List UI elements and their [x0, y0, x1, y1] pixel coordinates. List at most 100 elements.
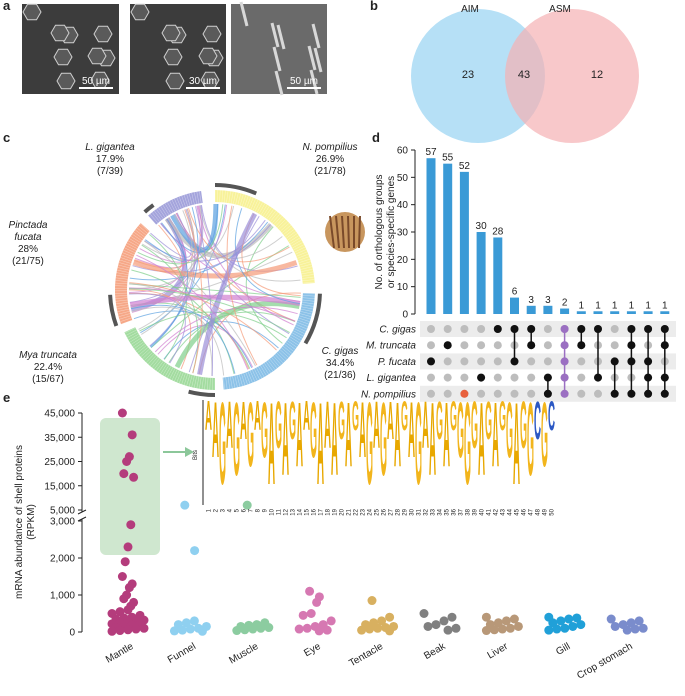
- segment-stripe: [300, 311, 313, 315]
- texture: [276, 24, 286, 50]
- point: [312, 597, 322, 607]
- segment-stripe: [262, 206, 270, 217]
- venn-set-label: AIM: [461, 4, 479, 15]
- logo-letter: G: [457, 385, 464, 474]
- point: [306, 609, 316, 618]
- matrix-dot: [477, 341, 486, 350]
- segment-stripe: [116, 272, 129, 275]
- y-axis-label: (RPKM): [26, 504, 37, 540]
- segment-stripe: [258, 203, 266, 214]
- chord: [195, 206, 214, 376]
- logo-letter: A: [478, 382, 485, 498]
- segment-stripe: [230, 376, 233, 389]
- segment-stripe: [248, 197, 254, 209]
- point: [385, 626, 395, 636]
- segment-stripe: [164, 203, 172, 214]
- segment-stripe: [230, 191, 234, 204]
- segment-stripe: [125, 245, 137, 251]
- logo-letter: G: [219, 378, 226, 509]
- bar-value-label: 1: [662, 300, 668, 311]
- fraction-label: (21/75): [12, 256, 44, 267]
- logo-y-label: Bits: [193, 450, 199, 460]
- segment-stripe: [244, 195, 249, 208]
- point: [123, 542, 133, 552]
- logo-position: 5: [235, 508, 241, 512]
- matrix-dot: [644, 357, 653, 366]
- segment-stripe: [301, 304, 314, 307]
- bar-value-label: 2: [562, 298, 568, 309]
- point: [367, 596, 377, 606]
- point: [451, 623, 461, 633]
- matrix-dot: [577, 389, 586, 398]
- point: [501, 616, 511, 626]
- segment-stripe: [142, 350, 152, 359]
- logo-letter: G: [450, 392, 457, 439]
- segment-stripe: [116, 304, 129, 307]
- segment-stripe: [239, 374, 243, 387]
- point: [117, 572, 127, 581]
- share-label: 34.4%: [326, 358, 354, 369]
- segment-stripe: [174, 198, 180, 210]
- segment-stripe: [271, 357, 280, 367]
- logo-letter: G: [415, 378, 422, 509]
- point: [322, 625, 332, 635]
- segment-stripe: [254, 200, 261, 212]
- segment-stripe: [283, 226, 293, 235]
- segment-stripe: [119, 259, 132, 264]
- segment-stripe: [249, 370, 256, 382]
- segment-stripe: [299, 313, 312, 317]
- segment-stripe: [235, 192, 239, 205]
- y-tick-label: 35,000: [44, 433, 75, 444]
- y-tick-label: 45,000: [44, 409, 75, 420]
- logo-letter: A: [205, 392, 212, 439]
- logo-letter: G: [499, 392, 506, 439]
- segment-stripe: [302, 297, 315, 299]
- segment-stripe: [286, 231, 297, 239]
- chord: [130, 304, 236, 374]
- segment-stripe: [127, 331, 138, 338]
- segment-stripe: [188, 193, 193, 206]
- segment-stripe: [296, 322, 309, 327]
- species-label: C. gigas: [322, 346, 359, 357]
- segment-stripe: [176, 197, 182, 209]
- logo-letter: A: [324, 389, 331, 463]
- crystal: [202, 25, 222, 43]
- point: [576, 620, 586, 630]
- segment-stripe: [194, 376, 197, 388]
- logo-position: 15: [305, 508, 311, 515]
- segment-stripe: [247, 371, 253, 383]
- segment-stripe: [199, 191, 202, 204]
- bar-value-label: 30: [476, 221, 488, 232]
- matrix-dot: [460, 373, 469, 382]
- logo-letter: A: [443, 384, 450, 486]
- point: [127, 430, 137, 440]
- logo-letter: G: [338, 391, 345, 451]
- logo-position: 14: [298, 508, 304, 515]
- x-tick-label: Tentacle: [347, 641, 385, 669]
- segment-stripe: [133, 341, 144, 349]
- species-label: fucata: [14, 232, 42, 243]
- matrix-dot: [543, 357, 552, 366]
- bar-value-label: 3: [545, 295, 551, 306]
- segment-stripe: [206, 377, 209, 390]
- texture: [309, 69, 319, 95]
- point: [302, 623, 312, 633]
- chord: [141, 208, 196, 335]
- segment-stripe: [278, 221, 288, 230]
- fraction-label: (7/39): [97, 166, 123, 177]
- segment-stripe: [171, 369, 178, 381]
- point: [119, 594, 129, 604]
- segment-stripe: [223, 377, 225, 390]
- segment-stripe: [137, 345, 147, 354]
- nautilus-stripe: [335, 215, 340, 249]
- fraction-label: (15/67): [32, 374, 64, 385]
- matrix-dot: [460, 389, 469, 398]
- segment-stripe: [183, 373, 188, 386]
- segment-stripe: [277, 219, 286, 228]
- matrix-dot: [527, 325, 536, 333]
- segment-stripe: [299, 261, 311, 266]
- point: [439, 616, 449, 626]
- point: [298, 610, 308, 620]
- point: [107, 626, 117, 636]
- logo-position: 37: [459, 508, 465, 515]
